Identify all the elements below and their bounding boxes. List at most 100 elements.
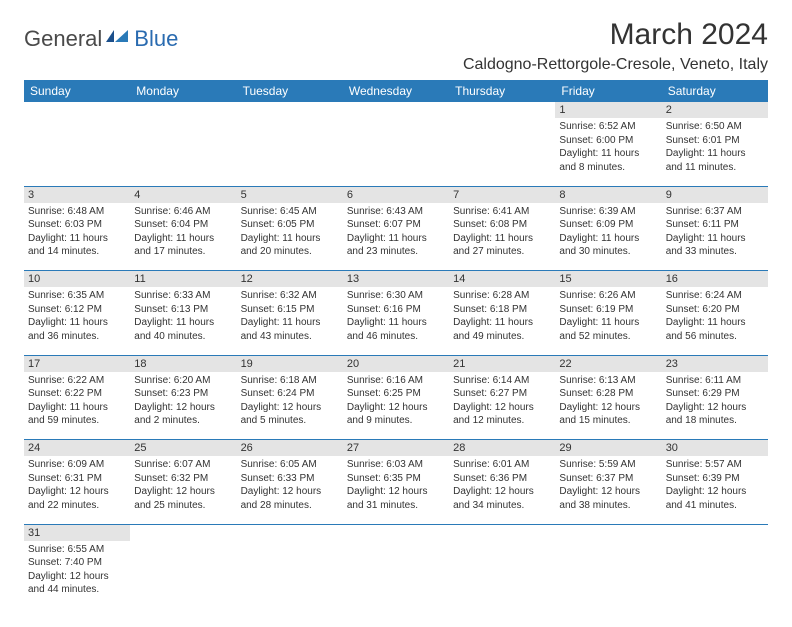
day-cell: Sunrise: 6:24 AMSunset: 6:20 PMDaylight:… (662, 287, 768, 355)
day-info-line: Sunset: 6:28 PM (559, 387, 657, 401)
day-cell: Sunrise: 6:46 AMSunset: 6:04 PMDaylight:… (130, 203, 236, 271)
day-info-line: Sunset: 6:25 PM (347, 387, 445, 401)
day-info-line: and 9 minutes. (347, 414, 445, 428)
day-info-line: and 28 minutes. (241, 499, 339, 513)
day-cell (237, 541, 343, 609)
day-info-line: Sunrise: 6:18 AM (241, 374, 339, 388)
day-info-line: and 49 minutes. (453, 330, 551, 344)
day-info-line: Sunrise: 6:32 AM (241, 289, 339, 303)
day-info-line: Sunrise: 6:05 AM (241, 458, 339, 472)
day-cell (237, 118, 343, 186)
day-number-cell (343, 524, 449, 541)
day-info-line: and 2 minutes. (134, 414, 232, 428)
day-cell: Sunrise: 6:43 AMSunset: 6:07 PMDaylight:… (343, 203, 449, 271)
day-info-line: Daylight: 11 hours (347, 232, 445, 246)
day-info-line: Sunset: 6:12 PM (28, 303, 126, 317)
day-info-line: Daylight: 11 hours (559, 316, 657, 330)
day-info-line: Daylight: 12 hours (134, 401, 232, 415)
day-cell: Sunrise: 6:39 AMSunset: 6:09 PMDaylight:… (555, 203, 661, 271)
day-cell (130, 541, 236, 609)
day-number-cell (237, 102, 343, 118)
day-number-cell: 28 (449, 440, 555, 457)
day-info-line: and 25 minutes. (134, 499, 232, 513)
day-cell: Sunrise: 6:28 AMSunset: 6:18 PMDaylight:… (449, 287, 555, 355)
day-info-line: and 14 minutes. (28, 245, 126, 259)
day-info-line: Sunset: 6:22 PM (28, 387, 126, 401)
day-info-line: Sunset: 6:16 PM (347, 303, 445, 317)
day-number-cell: 16 (662, 271, 768, 288)
day-info-line: Sunset: 6:24 PM (241, 387, 339, 401)
day-info-line: Daylight: 11 hours (666, 316, 764, 330)
day-info-line: and 18 minutes. (666, 414, 764, 428)
day-info-line: Sunset: 6:35 PM (347, 472, 445, 486)
day-info-line: Daylight: 12 hours (347, 401, 445, 415)
day-info-line: Sunrise: 6:46 AM (134, 205, 232, 219)
day-info-line: Sunrise: 6:45 AM (241, 205, 339, 219)
day-info-line: and 41 minutes. (666, 499, 764, 513)
day-info-line: Sunrise: 6:16 AM (347, 374, 445, 388)
day-number-cell (130, 524, 236, 541)
day-info-line: Sunrise: 6:14 AM (453, 374, 551, 388)
day-cell: Sunrise: 6:50 AMSunset: 6:01 PMDaylight:… (662, 118, 768, 186)
day-info-line: Sunset: 6:09 PM (559, 218, 657, 232)
weekday-header: Monday (130, 80, 236, 102)
day-cell: Sunrise: 6:35 AMSunset: 6:12 PMDaylight:… (24, 287, 130, 355)
day-info-line: Daylight: 11 hours (559, 147, 657, 161)
day-number-cell: 18 (130, 355, 236, 372)
day-number-row: 24252627282930 (24, 440, 768, 457)
calendar-page: General Blue March 2024 Caldogno-Rettorg… (0, 0, 792, 627)
day-info-line: Sunset: 6:11 PM (666, 218, 764, 232)
day-number-cell: 24 (24, 440, 130, 457)
day-number-cell: 29 (555, 440, 661, 457)
day-info-line: Sunset: 6:37 PM (559, 472, 657, 486)
day-info-line: Sunrise: 6:09 AM (28, 458, 126, 472)
day-info-line: Sunset: 6:39 PM (666, 472, 764, 486)
day-cell: Sunrise: 6:33 AMSunset: 6:13 PMDaylight:… (130, 287, 236, 355)
day-number-cell: 13 (343, 271, 449, 288)
day-info-line: Sunset: 6:05 PM (241, 218, 339, 232)
day-number-cell: 9 (662, 186, 768, 203)
day-info-line: and 31 minutes. (347, 499, 445, 513)
weekday-header-row: Sunday Monday Tuesday Wednesday Thursday… (24, 80, 768, 102)
day-number-cell (130, 102, 236, 118)
day-cell: Sunrise: 6:09 AMSunset: 6:31 PMDaylight:… (24, 456, 130, 524)
day-info-line: Sunset: 6:23 PM (134, 387, 232, 401)
day-info-line: Sunrise: 5:59 AM (559, 458, 657, 472)
day-info-line: and 56 minutes. (666, 330, 764, 344)
day-cell (24, 118, 130, 186)
day-number-row: 17181920212223 (24, 355, 768, 372)
day-info-line: Sunrise: 6:30 AM (347, 289, 445, 303)
day-cell: Sunrise: 6:32 AMSunset: 6:15 PMDaylight:… (237, 287, 343, 355)
day-info-line: Daylight: 11 hours (453, 232, 551, 246)
logo: General Blue (24, 26, 178, 52)
day-cell (343, 118, 449, 186)
logo-text-blue: Blue (134, 26, 178, 52)
day-cell: Sunrise: 6:14 AMSunset: 6:27 PMDaylight:… (449, 372, 555, 440)
day-info-line: and 17 minutes. (134, 245, 232, 259)
day-info-line: Daylight: 11 hours (241, 232, 339, 246)
day-cell: Sunrise: 6:52 AMSunset: 6:00 PMDaylight:… (555, 118, 661, 186)
day-number-cell: 23 (662, 355, 768, 372)
day-info-line: Sunset: 6:31 PM (28, 472, 126, 486)
day-info-line: and 52 minutes. (559, 330, 657, 344)
day-number-cell: 5 (237, 186, 343, 203)
day-number-cell: 7 (449, 186, 555, 203)
title-block: March 2024 Caldogno-Rettorgole-Cresole, … (463, 18, 768, 74)
day-info-line: Daylight: 12 hours (28, 485, 126, 499)
day-info-line: Daylight: 11 hours (134, 232, 232, 246)
day-content-row: Sunrise: 6:52 AMSunset: 6:00 PMDaylight:… (24, 118, 768, 186)
day-info-line: Daylight: 12 hours (666, 401, 764, 415)
day-info-line: Daylight: 12 hours (134, 485, 232, 499)
weekday-header: Wednesday (343, 80, 449, 102)
day-info-line: and 59 minutes. (28, 414, 126, 428)
day-number-cell (24, 102, 130, 118)
day-info-line: and 5 minutes. (241, 414, 339, 428)
day-info-line: Sunrise: 6:26 AM (559, 289, 657, 303)
day-info-line: and 22 minutes. (28, 499, 126, 513)
day-number-cell: 3 (24, 186, 130, 203)
day-number-cell: 17 (24, 355, 130, 372)
day-info-line: Sunrise: 6:13 AM (559, 374, 657, 388)
day-info-line: and 30 minutes. (559, 245, 657, 259)
day-info-line: Sunset: 6:36 PM (453, 472, 551, 486)
day-number-row: 10111213141516 (24, 271, 768, 288)
